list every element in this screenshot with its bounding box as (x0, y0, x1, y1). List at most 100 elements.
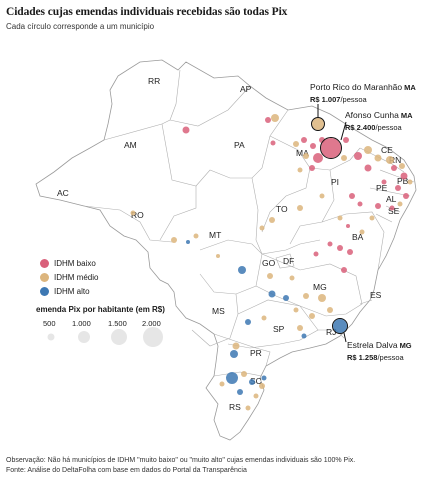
municipality-circle (293, 141, 299, 147)
municipality-circle (289, 275, 295, 281)
legend-label-baixo: IDHM baixo (54, 258, 96, 268)
state-label-rr: RR (148, 76, 160, 86)
state-label-go: GO (262, 258, 276, 268)
municipality-circle (265, 117, 271, 123)
state-label-al: AL (386, 194, 397, 204)
state-label-ac: AC (57, 188, 69, 198)
municipality-circle (241, 371, 247, 377)
state-label-se: SE (388, 206, 400, 216)
municipality-circle (341, 267, 347, 273)
municipality-circle (269, 217, 275, 223)
legend-dot-alto (40, 286, 49, 296)
municipality-circle (216, 254, 220, 258)
municipality-circle (301, 137, 307, 143)
municipality-circle (259, 383, 265, 389)
municipality-circle (261, 375, 267, 381)
municipality-circle (359, 229, 365, 235)
leader-line-afonso-cunha (340, 121, 347, 141)
municipality-circle (268, 290, 276, 298)
municipality-circle (297, 205, 303, 211)
municipality-circle (397, 201, 403, 207)
municipality-circle (327, 307, 333, 313)
municipality-circle (313, 251, 319, 257)
legend-label-alto: IDHM alto (54, 286, 90, 296)
highlight-ring-afonso-cunha (320, 137, 342, 159)
circles-idhm-baixo (182, 117, 409, 273)
size-legend-circle-1500 (111, 329, 127, 345)
annotation-estrela-dalva-value: R$ 1.258/pessoa (347, 353, 404, 362)
size-legend-circle-2000 (143, 327, 163, 347)
municipality-circle (245, 405, 251, 411)
state-label-rn: RN (389, 155, 401, 165)
municipality-circle (364, 164, 372, 172)
municipality-circle (346, 224, 350, 228)
municipality-circle (354, 152, 362, 160)
municipality-circle (230, 350, 238, 358)
state-label-pa: PA (234, 140, 245, 150)
legend-item-alto: IDHM alto (40, 284, 98, 298)
municipality-circle (375, 203, 381, 209)
municipality-circle (400, 172, 408, 180)
circles-idhm-alto (186, 240, 347, 395)
footnote: Observação: Não há municípios de IDHM "m… (6, 456, 355, 476)
municipality-circle (349, 193, 355, 199)
municipality-circle (245, 319, 251, 325)
municipality-circle (357, 201, 363, 207)
municipality-circle (395, 185, 401, 191)
municipality-circle (303, 293, 309, 299)
brazil-outline (35, 59, 417, 441)
state-label-sp: SP (273, 324, 285, 334)
municipality-circle (341, 155, 347, 161)
municipality-circle (283, 295, 289, 301)
annotation-afonso-cunha-name: Afonso Cunha MA (345, 110, 413, 120)
municipality-circle (313, 153, 323, 163)
municipality-circle (343, 137, 349, 143)
size-legend-title: emenda Pix por habitante (em R$) (36, 305, 165, 314)
color-legend: IDHM baixo IDHM médio IDHM alto (40, 256, 98, 298)
municipality-circle (186, 240, 190, 244)
municipality-circle (309, 165, 315, 171)
municipality-circle (171, 237, 177, 243)
state-label-ce: CE (381, 145, 393, 155)
state-label-ms: MS (212, 306, 225, 316)
annotation-porto-rico-name: Porto Rico do Maranhão MA (310, 82, 416, 92)
state-label-ma: MA (296, 148, 309, 158)
annotation-estrela-dalva-name: Estrela Dalva MG (347, 340, 412, 350)
annotation-markers (311, 104, 348, 343)
state-label-ba: BA (352, 232, 364, 242)
municipality-circle (319, 193, 325, 199)
state-label-pb: PB (397, 176, 409, 186)
circles-idhm-medio (130, 114, 413, 411)
municipality-circle (226, 372, 238, 384)
size-legend-label-1000: 1.000 (72, 319, 91, 328)
municipality-circle (327, 241, 333, 247)
municipality-circle (301, 333, 307, 339)
municipality-circle (232, 342, 240, 350)
municipality-circle (386, 156, 394, 164)
legend-label-medio: IDHM médio (54, 272, 99, 282)
legend-item-medio: IDHM médio (40, 270, 98, 284)
state-label-df: DF (283, 256, 294, 266)
municipality-circle (403, 193, 409, 199)
footnote-observation: Observação: Não há municípios de IDHM "m… (6, 457, 356, 464)
state-label-ap: AP (240, 84, 252, 94)
municipality-circle (319, 137, 325, 143)
state-label-am: AM (124, 140, 137, 150)
municipality-circle (259, 225, 265, 231)
leader-line-estrela-dalva (343, 332, 347, 343)
municipality-circle (309, 313, 315, 319)
size-legend-label-2000: 2.000 (142, 319, 161, 328)
state-label-to: TO (276, 204, 288, 214)
state-label-pe: PE (376, 183, 388, 193)
size-legend-circle-1000 (78, 331, 90, 343)
municipality-circle (293, 307, 299, 313)
municipality-circle (310, 143, 316, 149)
municipality-circle (193, 233, 199, 239)
state-labels: RR AP AM PA MA CE RN PB PI PE AL SE AC R… (57, 76, 409, 412)
state-label-pr: PR (250, 348, 262, 358)
size-legend-label-1500: 1.500 (108, 319, 127, 328)
legend-dot-baixo (40, 258, 49, 268)
municipality-circle (267, 273, 273, 279)
municipality-circle (347, 249, 353, 255)
